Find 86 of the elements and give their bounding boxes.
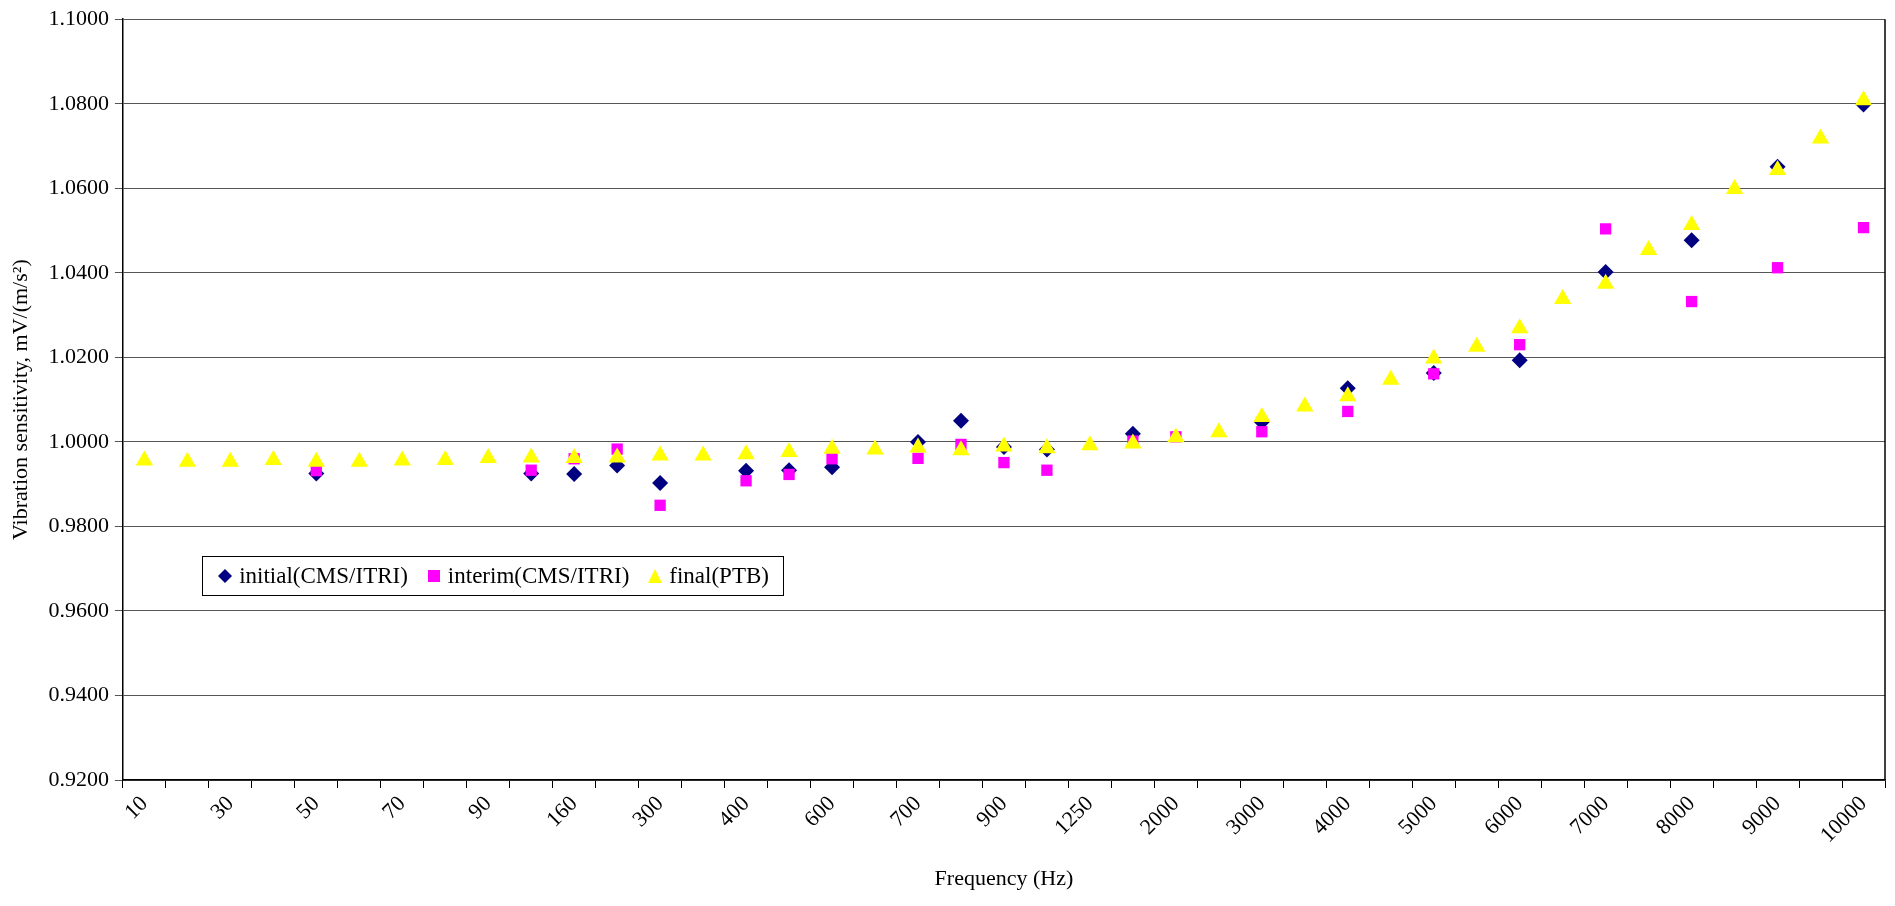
point bbox=[350, 451, 368, 467]
point bbox=[823, 438, 841, 454]
y-tick-label: 1.0000 bbox=[48, 427, 109, 453]
y-tick-label: 0.9800 bbox=[48, 512, 109, 538]
point bbox=[1296, 396, 1314, 412]
x-tick-label: 70 bbox=[376, 790, 410, 824]
point bbox=[264, 450, 282, 466]
point bbox=[1771, 262, 1784, 274]
x-axis-title: Frequency (Hz) bbox=[934, 864, 1074, 890]
point bbox=[998, 456, 1010, 469]
x-tick-label: 6000 bbox=[1478, 790, 1528, 840]
legend-label: initial(CMS/ITRI) bbox=[239, 562, 408, 589]
point bbox=[1256, 426, 1268, 438]
point bbox=[1038, 438, 1056, 454]
y-tick-label: 1.1000 bbox=[48, 4, 109, 30]
point bbox=[1857, 221, 1870, 234]
point bbox=[651, 445, 669, 461]
point bbox=[1683, 232, 1700, 249]
point bbox=[221, 451, 240, 467]
x-tick-label: 160 bbox=[540, 790, 582, 832]
point bbox=[1339, 386, 1357, 402]
point bbox=[1167, 427, 1185, 443]
point bbox=[1682, 215, 1701, 231]
legend-label: interim(CMS/ITRI) bbox=[447, 562, 630, 589]
point bbox=[178, 451, 197, 467]
point bbox=[565, 447, 583, 463]
y-tick-label: 1.0600 bbox=[48, 174, 109, 200]
x-tick-label: 50 bbox=[290, 790, 324, 824]
point bbox=[307, 451, 325, 467]
point bbox=[566, 466, 583, 483]
x-tick-label: 90 bbox=[462, 790, 496, 824]
y-tick-label: 0.9200 bbox=[48, 765, 109, 791]
point bbox=[1639, 239, 1658, 255]
point bbox=[912, 452, 924, 465]
point bbox=[909, 437, 927, 453]
point bbox=[1511, 318, 1529, 334]
point bbox=[1041, 464, 1053, 476]
point bbox=[1725, 179, 1744, 195]
point bbox=[654, 499, 666, 511]
point bbox=[952, 440, 970, 456]
point bbox=[740, 475, 752, 487]
y-tick-label: 1.0800 bbox=[48, 89, 109, 115]
point bbox=[652, 474, 669, 491]
x-tick-label: 4000 bbox=[1306, 790, 1356, 840]
point bbox=[1081, 435, 1099, 451]
y-tick-label: 0.9600 bbox=[48, 596, 109, 622]
y-axis-title: Vibration sensitivity, mV/(m/s²) bbox=[6, 259, 32, 540]
point bbox=[1854, 90, 1873, 106]
x-tick-label: 400 bbox=[712, 790, 754, 832]
point bbox=[1599, 223, 1612, 235]
x-tick-label: 300 bbox=[626, 790, 668, 832]
point bbox=[694, 445, 712, 461]
point bbox=[1342, 405, 1354, 418]
point bbox=[135, 450, 154, 466]
point bbox=[393, 450, 411, 466]
y-tick-label: 1.0200 bbox=[48, 343, 109, 369]
legend-label: final(PTB) bbox=[669, 562, 769, 589]
point bbox=[826, 453, 838, 465]
point bbox=[522, 447, 540, 463]
point bbox=[1253, 406, 1271, 422]
x-tick-label: 10 bbox=[118, 790, 153, 824]
point bbox=[1514, 339, 1526, 351]
y-tick-label: 0.9400 bbox=[48, 681, 109, 707]
point bbox=[436, 450, 454, 466]
point bbox=[780, 442, 798, 458]
point bbox=[1468, 336, 1486, 352]
point bbox=[1382, 369, 1400, 385]
point bbox=[1596, 273, 1615, 289]
x-tick-label: 700 bbox=[884, 790, 926, 832]
point bbox=[1511, 352, 1528, 369]
point bbox=[1685, 295, 1698, 308]
x-tick-label: 900 bbox=[970, 790, 1012, 832]
y-tick-label: 1.0400 bbox=[48, 258, 109, 284]
point bbox=[1210, 422, 1228, 438]
point bbox=[783, 468, 795, 481]
point bbox=[1554, 289, 1572, 305]
point bbox=[1425, 348, 1443, 364]
point bbox=[479, 447, 497, 463]
point bbox=[952, 412, 969, 429]
point bbox=[608, 447, 626, 463]
point bbox=[866, 439, 884, 455]
point bbox=[737, 444, 755, 460]
x-tick-label: 600 bbox=[798, 790, 840, 832]
point bbox=[525, 464, 537, 476]
point bbox=[1811, 128, 1830, 144]
x-tick-label: 30 bbox=[204, 790, 238, 824]
